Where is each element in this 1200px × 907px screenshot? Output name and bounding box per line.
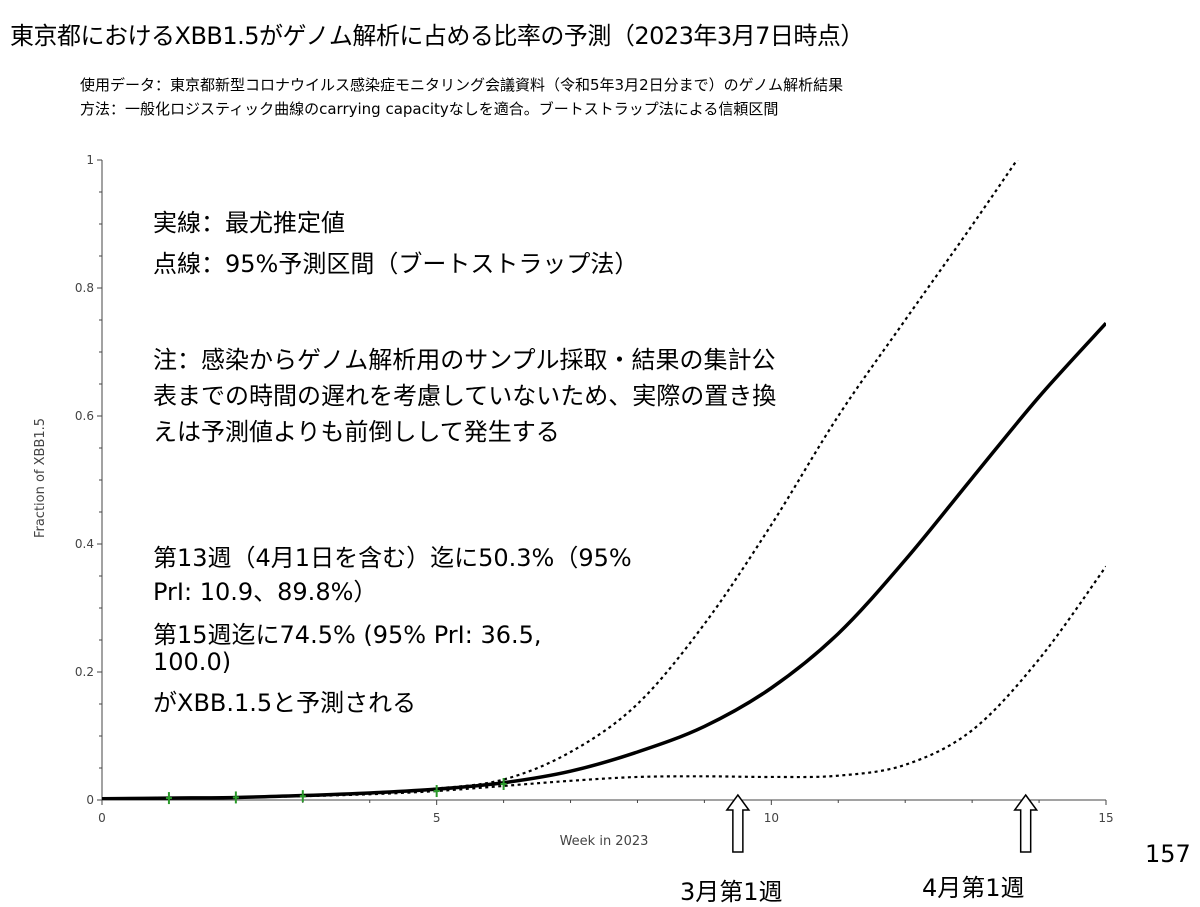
observed-point [299,790,306,803]
data-source-text: 使用データ：東京都新型コロナウイルス感染症モニタリング会議資料（令和5年3月2日… [80,76,844,94]
prediction-line-1: 第13週（4月1日を含む）迄に50.3%（95% [153,544,632,572]
observed-point [433,785,440,798]
prediction-line-3: 第15週迄に74.5% (95% PrI: 36.5, [153,621,542,649]
x-tick-label: 0 [98,811,106,825]
legend-dotted-line: 点線：95%予測区間（ブートストラップ法） [153,250,639,278]
page-number: 157 [1145,840,1191,868]
x-tick-label: 15 [1098,811,1113,825]
x-tick-label: 5 [433,811,441,825]
april-week1-arrow [1013,793,1039,853]
observed-point [165,792,172,805]
y-tick-label: 0.6 [75,409,94,423]
method-text: 方法：一般化ロジスティック曲線のcarrying capacityなしを適合。ブ… [80,100,779,118]
y-tick-label: 0.4 [75,537,94,551]
prediction-line-4: 100.0) [153,648,232,676]
x-tick-label: 10 [764,811,779,825]
y-axis-title: Fraction of XBB1.5 [33,418,48,538]
x-axis-title: Week in 2023 [560,834,649,849]
march-week1-arrow [725,793,751,853]
y-tick-label: 1 [86,153,94,167]
slide-title: 東京都におけるXBB1.5がゲノム解析に占める比率の予測（2023年3月7日時点… [10,22,864,50]
observed-point [232,791,239,804]
note-text: 注：感染からゲノム解析用のサンプル採取・結果の集計公表までの時間の遅れを考慮して… [153,346,777,446]
prediction-line-5: がXBB.1.5と予測される [153,689,417,717]
april-week1-label: 4月第1週 [922,874,1025,902]
y-tick-label: 0.8 [75,281,94,295]
march-week1-label: 3月第1週 [680,878,783,906]
legend-solid-line: 実線：最尤推定値 [153,209,345,237]
y-tick-label: 0 [86,793,94,807]
prediction-line-2: PrI: 10.9、89.8%） [153,578,378,606]
y-tick-label: 0.2 [75,665,94,679]
observed-point [500,778,507,790]
series-lower-bound-line [102,565,1106,800]
